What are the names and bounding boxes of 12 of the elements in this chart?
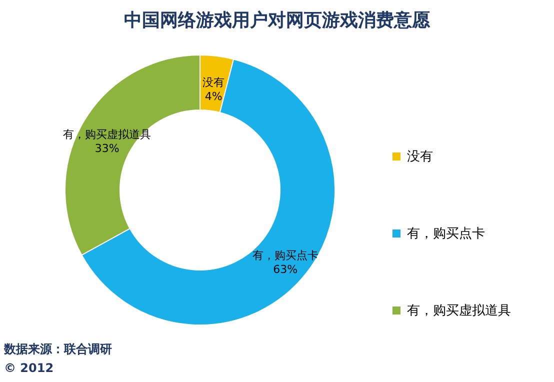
- data-label: 33%: [94, 142, 120, 156]
- data-label: 63%: [273, 263, 298, 276]
- legend-label: 有，购买点卡: [407, 226, 485, 242]
- text: © 2012: [4, 360, 55, 377]
- chart-title: 中国网络游戏用户对网页游戏消费意愿: [124, 10, 431, 31]
- slice-label: 有，购买点卡: [252, 249, 318, 262]
- data-label: 4%: [204, 90, 222, 103]
- source-note: 数据来源：联合调研: [4, 341, 112, 358]
- legend-label: 有，购买虚拟道具: [407, 304, 511, 318]
- slice-label: 有，购买虚拟道具: [63, 128, 152, 142]
- legend-label: 没有: [407, 150, 433, 164]
- slice-label: 没有: [202, 76, 225, 89]
